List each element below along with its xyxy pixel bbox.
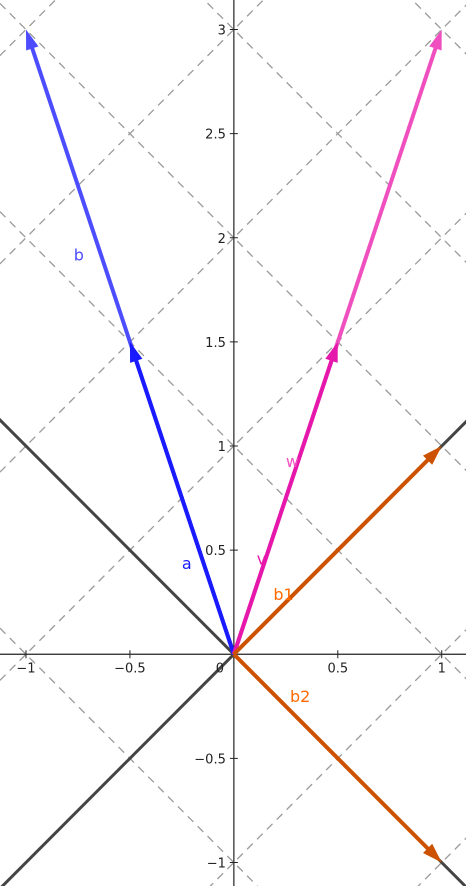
vector-b1	[232, 446, 442, 656]
vector-b2-arrowhead	[423, 843, 442, 863]
grid-line	[0, 210, 466, 680]
grid-line	[411, 0, 466, 55]
vector-v-label: v	[257, 550, 266, 569]
vector-b2-label: b2	[290, 687, 310, 706]
x-tick-label: 0	[216, 661, 224, 676]
vector-b1-label: b1	[273, 585, 293, 604]
x-tick-label: −0.5	[114, 661, 146, 676]
vector-b2-shaft	[232, 652, 431, 852]
y-tick-label: 3	[218, 24, 226, 39]
vectors	[25, 29, 442, 863]
y-tick-label: −0.5	[194, 752, 226, 767]
line-y-equals-minus-x	[0, 417, 466, 886]
x-tick-label: 0.5	[327, 661, 348, 676]
grid-line	[0, 0, 57, 57]
x-tick-label: 1	[438, 661, 446, 676]
diagonal-lines	[0, 417, 466, 886]
vector-a-arrowhead	[129, 341, 143, 363]
vector-v-arrowhead	[325, 341, 338, 363]
y-tick-label: 1.5	[205, 336, 226, 351]
vector-v	[231, 341, 338, 655]
vector-labels: b a w v b1 b2	[74, 246, 311, 706]
vector-v-shaft	[231, 358, 335, 655]
y-tick-label: 2.5	[205, 128, 226, 143]
y-tick-label: 1	[218, 440, 226, 455]
y-tick-label: 0.5	[205, 544, 226, 559]
y-tick-label: 2	[218, 232, 226, 247]
grid-line	[0, 2, 466, 472]
y-tick-label: −1	[207, 857, 226, 872]
vector-b2	[232, 652, 442, 863]
vector-w-arrowhead	[429, 29, 442, 51]
vector-a-shaft	[133, 358, 236, 655]
vector-b1-arrowhead	[423, 446, 442, 465]
vector-b-arrowhead	[25, 29, 39, 51]
vector-b-label: b	[74, 246, 84, 265]
x-tick-label: −1	[16, 661, 35, 676]
vector-w-label: w	[286, 452, 299, 471]
grid-line	[0, 4, 466, 473]
tick-labels: −1 −0.5 0 0.5 1 −1 −0.5 0.5 1 1.5 2 2.5 3	[16, 24, 445, 872]
vector-a-label: a	[182, 554, 192, 573]
vector-b1-shaft	[232, 457, 431, 656]
vector-a	[129, 341, 236, 655]
